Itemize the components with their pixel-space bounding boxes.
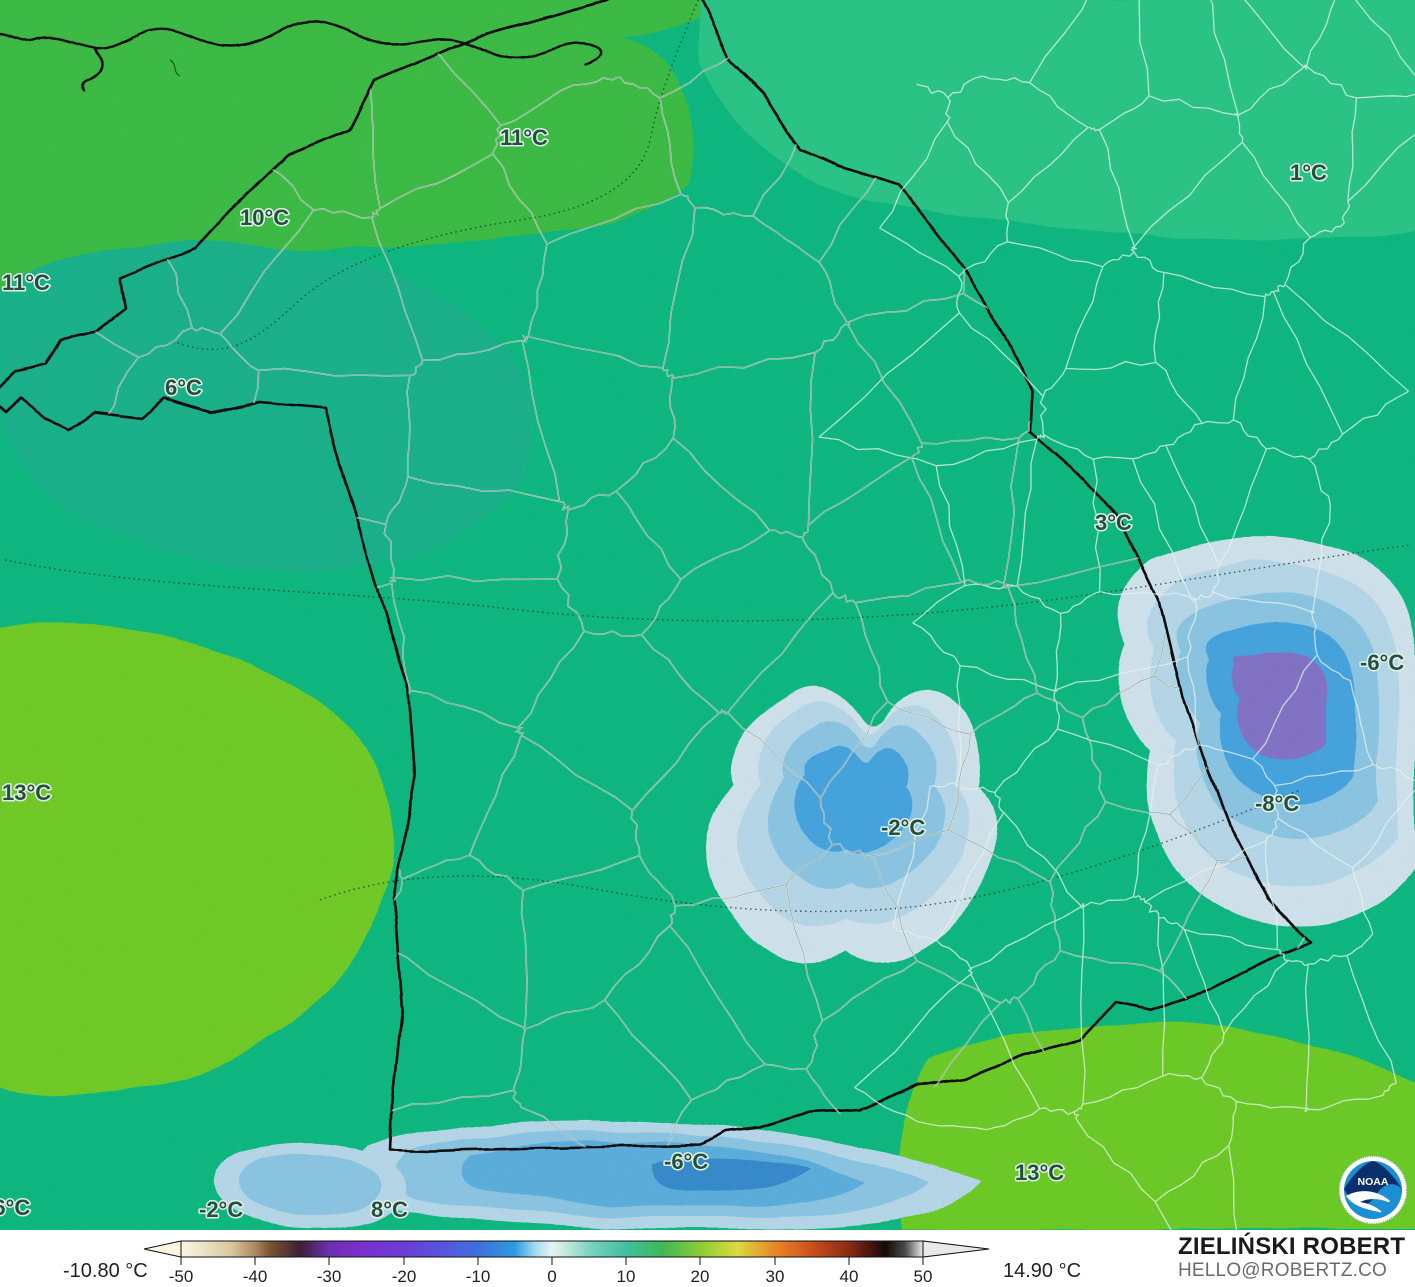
svg-text:-2°C: -2°C — [199, 1197, 243, 1222]
svg-text:HELLO@ROBERTZ.CO: HELLO@ROBERTZ.CO — [1178, 1260, 1387, 1281]
svg-text:ZIELIŃSKI ROBERT: ZIELIŃSKI ROBERT — [1178, 1232, 1405, 1260]
svg-text:13°C: 13°C — [1015, 1160, 1064, 1185]
svg-text:-6°C: -6°C — [664, 1149, 708, 1174]
svg-text:8°C: 8°C — [371, 1197, 408, 1222]
svg-text:-2°C: -2°C — [881, 815, 925, 840]
svg-text:NOAA: NOAA — [1358, 1176, 1389, 1188]
svg-text:-6°C: -6°C — [0, 1195, 30, 1220]
svg-text:10°C: 10°C — [240, 205, 289, 230]
svg-text:6°C: 6°C — [165, 375, 202, 400]
svg-text:1°C: 1°C — [1290, 160, 1327, 185]
svg-text:-10: -10 — [466, 1267, 491, 1286]
svg-text:-8°C: -8°C — [1255, 791, 1299, 816]
svg-text:-10.80 °C: -10.80 °C — [63, 1260, 148, 1282]
svg-text:50: 50 — [914, 1267, 933, 1286]
svg-text:11°C: 11°C — [500, 125, 548, 150]
svg-text:11°C: 11°C — [2, 270, 50, 295]
svg-text:-30: -30 — [317, 1267, 342, 1286]
svg-text:30: 30 — [766, 1267, 785, 1286]
svg-text:14.90 °C: 14.90 °C — [1003, 1260, 1081, 1282]
svg-text:0: 0 — [547, 1267, 556, 1286]
svg-text:-20: -20 — [392, 1267, 417, 1286]
svg-text:3°C: 3°C — [1095, 510, 1132, 535]
svg-text:40: 40 — [840, 1267, 859, 1286]
svg-text:-6°C: -6°C — [1360, 650, 1404, 675]
svg-text:-50: -50 — [169, 1267, 194, 1286]
svg-text:10: 10 — [617, 1267, 636, 1286]
svg-text:-40: -40 — [243, 1267, 268, 1286]
svg-text:13°C: 13°C — [2, 780, 51, 805]
svg-text:20: 20 — [691, 1267, 710, 1286]
